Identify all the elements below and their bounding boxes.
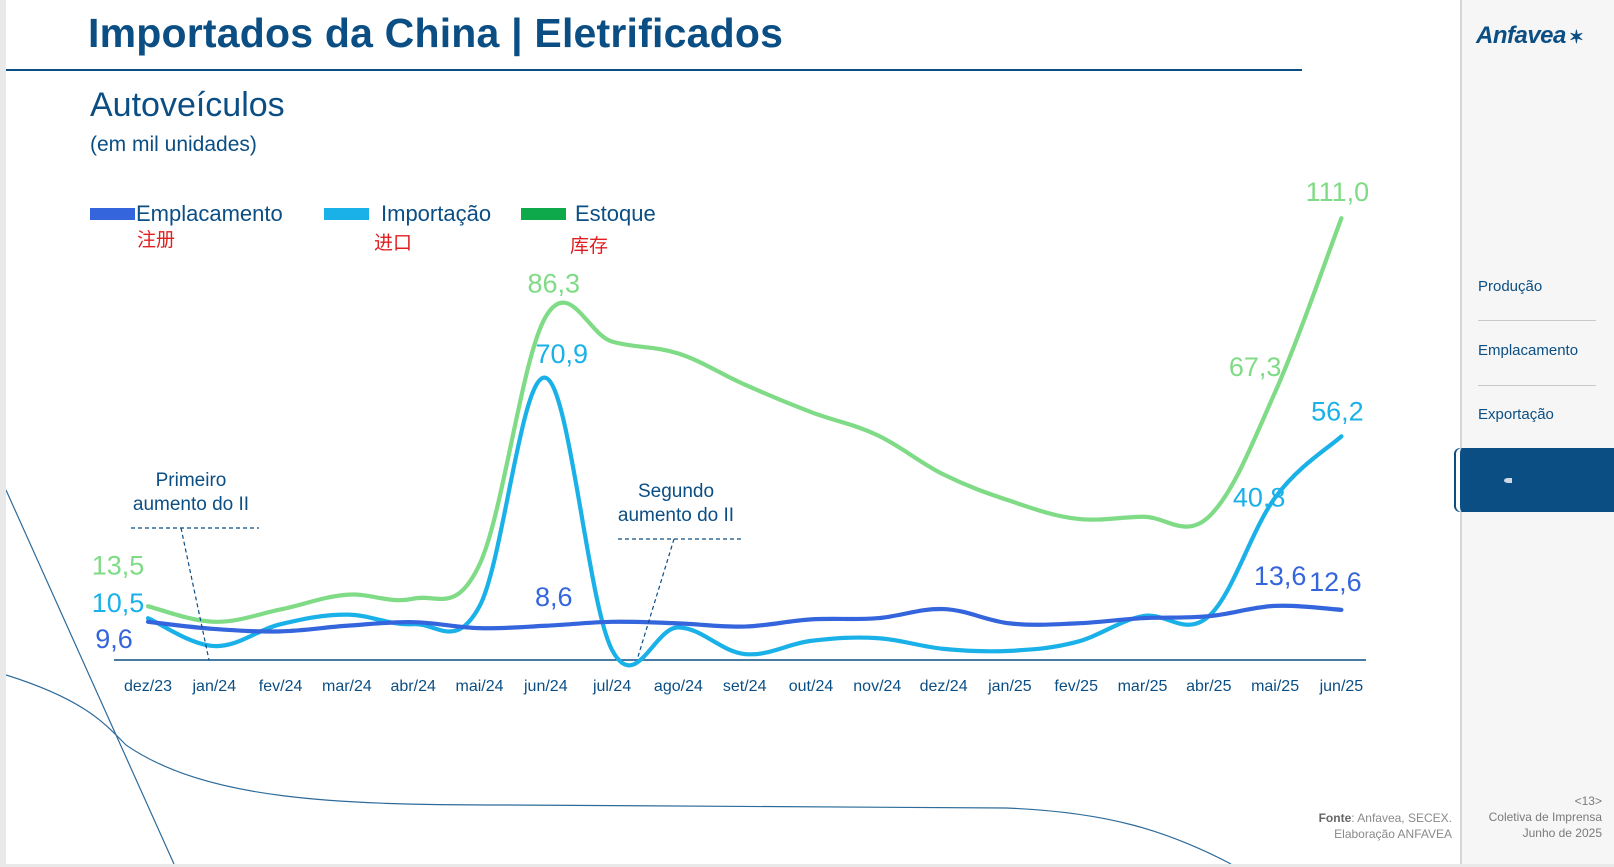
anfavea-logo: Anfavea ✶ (1476, 22, 1584, 50)
source-label: Fonte (1318, 811, 1352, 825)
x-tick-label: jun/24 (523, 678, 568, 695)
page-title: Importados da China | Eletrificados (88, 10, 784, 56)
data-label: 13,5 (92, 550, 145, 580)
source-text: : Anfavea, SECEX. (1351, 811, 1452, 825)
x-tick-label: dez/24 (920, 678, 968, 695)
x-tick-label: nov/24 (853, 678, 901, 695)
data-label: 12,6 (1309, 567, 1362, 597)
annotation-text: Primeiro aumento do II (133, 470, 249, 515)
page-number: <13> (1574, 794, 1602, 808)
data-label: 13,6 (1254, 561, 1307, 591)
legend-swatch (90, 208, 135, 220)
brand-mark-icon: ✶ (1568, 27, 1584, 47)
legend-swatch (324, 208, 369, 220)
annotation-pointer (636, 538, 675, 661)
data-labels: 13,5 10,5 9,6 86,3 70,9 8,6 67,3 40,8 13,6 111,0 5… (92, 177, 1369, 654)
right-sidebar: Anfavea ✶ Produção Emplacamento Exportaçã… (1456, 0, 1614, 864)
data-label: 111,0 (1306, 177, 1370, 207)
data-label: 70,9 (536, 339, 589, 369)
sidebar-divider (1478, 320, 1596, 321)
legend-label: Emplacamento (136, 201, 283, 226)
decor-curve-2 (6, 674, 1232, 864)
x-tick-label: dez/23 (124, 678, 172, 695)
x-tick-label: jan/24 (192, 678, 237, 695)
elaboration-text: Elaboração ANFAVEA (1334, 827, 1452, 841)
series-line-estoque (145, 216, 1344, 624)
x-tick-label: mai/25 (1251, 678, 1299, 695)
x-tick-label: out/24 (789, 678, 834, 695)
annotation-text: Segundo aumento do II (618, 481, 734, 526)
data-label: 40,8 (1233, 483, 1286, 513)
legend: Emplacamento 注册 Importação 进口 Estoque 库存 (90, 201, 656, 257)
brand-name: Anfavea (1476, 22, 1566, 49)
x-tick-label: mar/25 (1118, 678, 1168, 695)
sidebar-item-producao[interactable]: Produção (1478, 278, 1543, 295)
title-divider (6, 69, 1302, 71)
series-layer (145, 216, 1344, 668)
sidebar-item-emplacamento[interactable]: Emplacamento (1478, 342, 1579, 359)
series-line-emplacamento (145, 603, 1344, 634)
data-label: 86,3 (528, 269, 581, 299)
x-tick-label: ago/24 (654, 678, 703, 695)
x-tick-label: set/24 (723, 678, 767, 695)
decor-curve-1 (6, 489, 175, 864)
event-line-2: Junho de 2025 (1522, 826, 1602, 840)
data-label: 10,5 (92, 588, 145, 618)
active-indicator-icon (1504, 478, 1512, 483)
x-tick-label: jan/25 (987, 678, 1032, 695)
legend-label-chinese: 注册 (137, 229, 175, 251)
x-tick-label: jul/24 (592, 678, 631, 695)
x-tick-label: jun/25 (1319, 678, 1364, 695)
legend-label: Estoque (575, 201, 656, 226)
legend-swatch (521, 208, 566, 220)
sidebar-item-active[interactable] (1456, 448, 1614, 512)
x-tick-label: abr/25 (1186, 678, 1231, 695)
x-tick-label: fev/24 (259, 678, 303, 695)
data-label: 8,6 (535, 582, 573, 612)
x-tick-label: abr/24 (391, 678, 436, 695)
annotations: Primeiro aumento do II Segundo aumento do I… (131, 470, 744, 661)
event-line-1: Coletiva de Imprensa (1488, 810, 1602, 824)
x-tick-label: mai/24 (455, 678, 503, 695)
data-label: 56,2 (1311, 396, 1364, 426)
line-chart: dez/23 jan/24 fev/24 mar/24 abr/24 mai/24 jun/… (6, 177, 1369, 864)
sidebar-divider (1478, 385, 1596, 386)
x-tick-label: mar/24 (322, 678, 372, 695)
legend-label-chinese: 库存 (570, 235, 608, 257)
x-tick-label: fev/25 (1054, 678, 1098, 695)
data-label: 67,3 (1229, 352, 1282, 382)
chart-subtitle: Autoveículos (90, 86, 285, 124)
legend-label-chinese: 进口 (374, 232, 412, 254)
legend-label: Importação (381, 201, 491, 226)
annotation-pointer (180, 527, 210, 661)
sidebar-item-exportacao[interactable]: Exportação (1478, 406, 1554, 423)
chart-unit: (em mil unidades) (90, 133, 257, 156)
slide-canvas: Importados da China | Eletrificados Auto… (6, 0, 1460, 864)
data-label: 9,6 (95, 624, 133, 654)
x-axis-ticks: dez/23 jan/24 fev/24 mar/24 abr/24 mai/24 jun/… (124, 678, 1363, 695)
source-note: Fonte: Anfavea, SECEX. Elaboração ANFAVE… (1276, 810, 1452, 842)
